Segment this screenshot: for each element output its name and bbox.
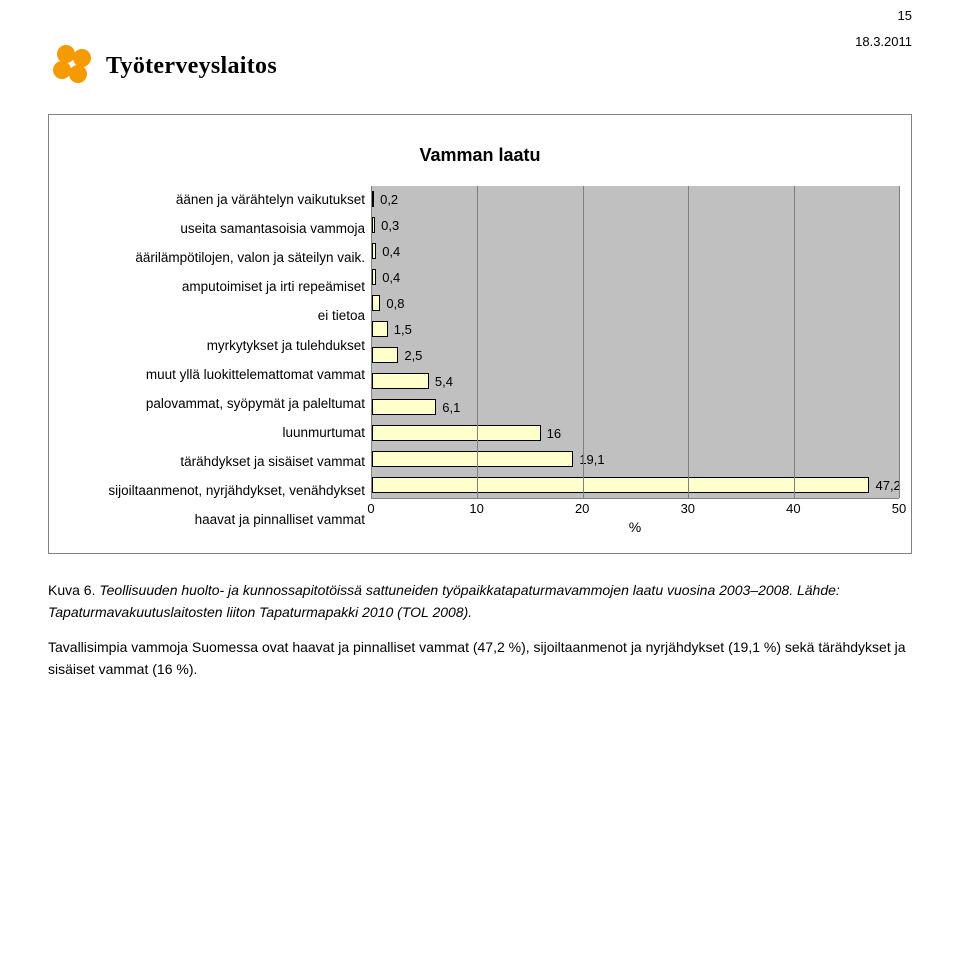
bar: [372, 477, 869, 493]
y-axis-labels: äänen ja värähtelyn vaikutukset useita sa…: [61, 186, 371, 535]
body-paragraph: Tavallisimpia vammoja Suomessa ovat haav…: [48, 637, 912, 680]
y-tick-label: haavat ja pinnalliset vammat: [61, 507, 365, 533]
bar-row: 5,4: [372, 368, 899, 394]
x-axis-label: %: [371, 519, 899, 535]
gridline: [899, 186, 900, 498]
bar-value-label: 16: [543, 420, 561, 446]
org-logo-block: Työterveyslaitos: [48, 42, 912, 90]
bar-row: 0,2: [372, 186, 899, 212]
bar-value-label: 1,5: [390, 316, 412, 342]
bar-row: 0,8: [372, 290, 899, 316]
page-number: 15: [898, 8, 912, 23]
gridline: [477, 186, 478, 498]
x-tick: 10: [469, 501, 483, 516]
bar-row: 6,1: [372, 394, 899, 420]
bar: [372, 217, 375, 233]
bar: [372, 399, 436, 415]
x-tick: 0: [367, 501, 374, 516]
org-name: Työterveyslaitos: [106, 53, 277, 80]
gridline: [688, 186, 689, 498]
caption-italic: Teollisuuden huolto- ja kunnossapitotöis…: [48, 582, 840, 620]
bar-value-label: 0,3: [377, 212, 399, 238]
bar-value-label: 0,4: [378, 264, 400, 290]
y-tick-label: muut yllä luokittelemattomat vammat: [61, 362, 365, 388]
bar-value-label: 47,2: [871, 472, 900, 498]
bar-row: 2,5: [372, 342, 899, 368]
bar: [372, 243, 376, 259]
bar-value-label: 0,8: [382, 290, 404, 316]
bar-value-label: 2,5: [400, 342, 422, 368]
bar-value-label: 0,2: [376, 186, 398, 212]
page-date: 18.3.2011: [855, 34, 912, 49]
page: 15 18.3.2011 Työterveyslaitos Vamman laa…: [0, 0, 960, 967]
clover-icon: [48, 42, 96, 90]
chart-body: äänen ja värähtelyn vaikutukset useita sa…: [61, 186, 899, 535]
y-tick-label: palovammat, syöpymät ja paleltumat: [61, 391, 365, 417]
bar: [372, 295, 380, 311]
x-tick: 20: [575, 501, 589, 516]
chart-frame: Vamman laatu äänen ja värähtelyn vaikutu…: [48, 114, 912, 554]
bar-row: 19,1: [372, 446, 899, 472]
y-tick-label: luunmurtumat: [61, 420, 365, 446]
y-tick-label: amputoimiset ja irti repeämiset: [61, 275, 365, 301]
bar-value-label: 0,4: [378, 238, 400, 264]
bar-value-label: 6,1: [438, 394, 460, 420]
gridline: [794, 186, 795, 498]
bar: [372, 373, 429, 389]
y-tick-label: tärähdykset ja sisäiset vammat: [61, 449, 365, 475]
x-tick: 50: [892, 501, 906, 516]
bar: [372, 191, 374, 207]
bar-row: 0,4: [372, 238, 899, 264]
plot-area: 0,20,30,40,40,81,52,55,46,11619,147,2: [371, 186, 899, 499]
bar-row: 1,5: [372, 316, 899, 342]
bar-row: 47,2: [372, 472, 899, 498]
bar-value-label: 5,4: [431, 368, 453, 394]
bar: [372, 451, 573, 467]
y-tick-label: ei tietoa: [61, 304, 365, 330]
y-tick-label: sijoiltaanmenot, nyrjähdykset, venähdyks…: [61, 478, 365, 504]
bar-value-label: 19,1: [575, 446, 604, 472]
x-tick: 40: [786, 501, 800, 516]
bar: [372, 425, 541, 441]
chart-title: Vamman laatu: [61, 145, 899, 166]
caption-prefix: Kuva 6.: [48, 582, 99, 598]
x-tick: 30: [681, 501, 695, 516]
y-tick-label: äänen ja värähtelyn vaikutukset: [61, 188, 365, 214]
bar: [372, 321, 388, 337]
y-tick-label: useita samantasoisia vammoja: [61, 217, 365, 243]
bar: [372, 347, 398, 363]
gridline: [583, 186, 584, 498]
y-tick-label: myrkytykset ja tulehdukset: [61, 333, 365, 359]
y-tick-label: äärilämpötilojen, valon ja säteilyn vaik…: [61, 246, 365, 272]
bar: [372, 269, 376, 285]
bar-row: 0,4: [372, 264, 899, 290]
x-axis: 01020304050: [371, 499, 899, 517]
bars-container: 0,20,30,40,40,81,52,55,46,11619,147,2: [372, 186, 899, 498]
figure-caption: Kuva 6. Teollisuuden huolto- ja kunnossa…: [48, 580, 912, 623]
bar-row: 16: [372, 420, 899, 446]
bar-row: 0,3: [372, 212, 899, 238]
